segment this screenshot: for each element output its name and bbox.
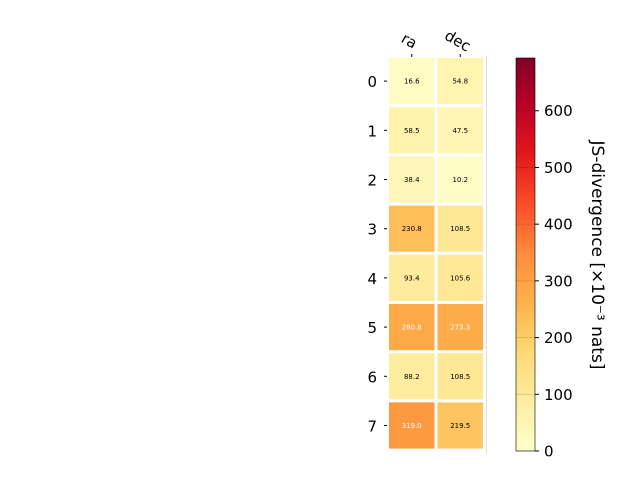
cell-value-label: 16.6 [404, 78, 420, 86]
heatmap-cell-4-dec [437, 254, 483, 301]
colorbar-title: JS-divergence [×10⁻³ nats] [587, 140, 607, 370]
cell-value-label: 319.0 [402, 422, 422, 430]
cell-value-label: 108.5 [450, 225, 470, 233]
row-tick-label-1: 1 [367, 122, 377, 140]
cell-value-label: 219.5 [450, 422, 470, 430]
heatmap-cell-2-ra [389, 156, 435, 203]
cell-value-label: 105.6 [450, 274, 471, 282]
row-tick-label-5: 5 [367, 319, 377, 337]
cell-value-label: 88.2 [404, 373, 420, 381]
heatmap-cell-7-dec [437, 402, 483, 449]
cell-value-label: 47.5 [452, 127, 468, 135]
column-tick-labels: ra dec [398, 26, 474, 57]
row-tick-label-2: 2 [367, 172, 377, 190]
heatmap-cell-1-dec [437, 107, 483, 154]
heatmap-cell-5-dec [437, 304, 483, 351]
colorbar-tick-label: 200 [544, 329, 573, 347]
heatmap-cell-6-dec [437, 353, 483, 400]
cell-value-label: 10.2 [452, 176, 468, 184]
row-tick-labels: 0 1 2 3 4 5 6 7 [367, 73, 387, 436]
cell-value-label: 93.4 [404, 274, 420, 282]
colorbar-tick-label: 0 [544, 443, 554, 461]
column-tick-label-dec: dec [442, 26, 474, 55]
colorbar-tick-label: 300 [544, 272, 573, 290]
row-tick-label-3: 3 [367, 221, 377, 239]
cell-value-label: 280.8 [402, 324, 422, 332]
cell-value-label: 108.5 [450, 373, 470, 381]
heatmap-cell-3-dec [437, 205, 483, 252]
row-tick-label-0: 0 [367, 73, 377, 91]
heatmap-cell-0-ra [389, 58, 435, 105]
heatmap-cell-3-ra [389, 205, 435, 252]
heatmap-cell-6-ra [389, 353, 435, 400]
colorbar: 0 100 200 300 400 500 600 JS-divergence [×10⁻³ … [515, 57, 607, 461]
heatmap-cell-5-ra [389, 304, 435, 351]
colorbar-tick-label: 100 [544, 386, 573, 404]
heatmap-cell-4-ra [389, 254, 435, 301]
cell-value-label: 54.8 [452, 78, 468, 86]
column-tick-label-ra: ra [398, 29, 420, 52]
cell-value-label: 230.8 [402, 225, 422, 233]
heatmap-cell-1-ra [389, 107, 435, 154]
heatmap-cell-0-dec [437, 58, 483, 105]
cell-value-label: 38.4 [404, 176, 420, 184]
colorbar-tick-label: 500 [544, 159, 573, 177]
cell-value-label: 58.5 [404, 127, 420, 135]
heatmap-cell-2-dec [437, 156, 483, 203]
heatmap-cell-7-ra [389, 402, 435, 449]
colorbar-tick-label: 600 [544, 102, 573, 120]
colorbar-gradient [515, 57, 536, 452]
row-tick-label-4: 4 [367, 270, 377, 288]
cell-value-label: 273.3 [450, 324, 470, 332]
colorbar-tick-label: 400 [544, 216, 573, 234]
row-tick-label-7: 7 [367, 418, 377, 436]
heatmap-cells: 16.6 54.8 58.5 47.5 38.4 10.2 230.8 108.5 93.4 10… [389, 56, 487, 454]
row-tick-label-6: 6 [367, 368, 377, 386]
